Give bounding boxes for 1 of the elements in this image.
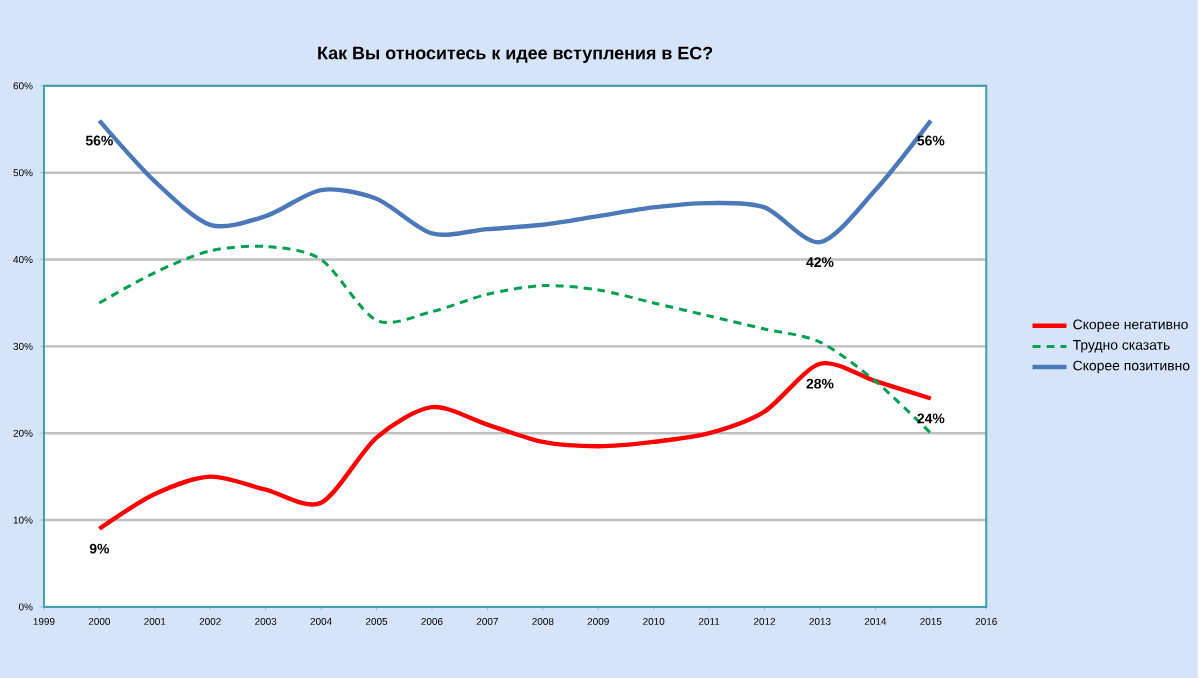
chart-title: Как Вы относитесь к идее вступления в ЕС? <box>318 46 713 63</box>
